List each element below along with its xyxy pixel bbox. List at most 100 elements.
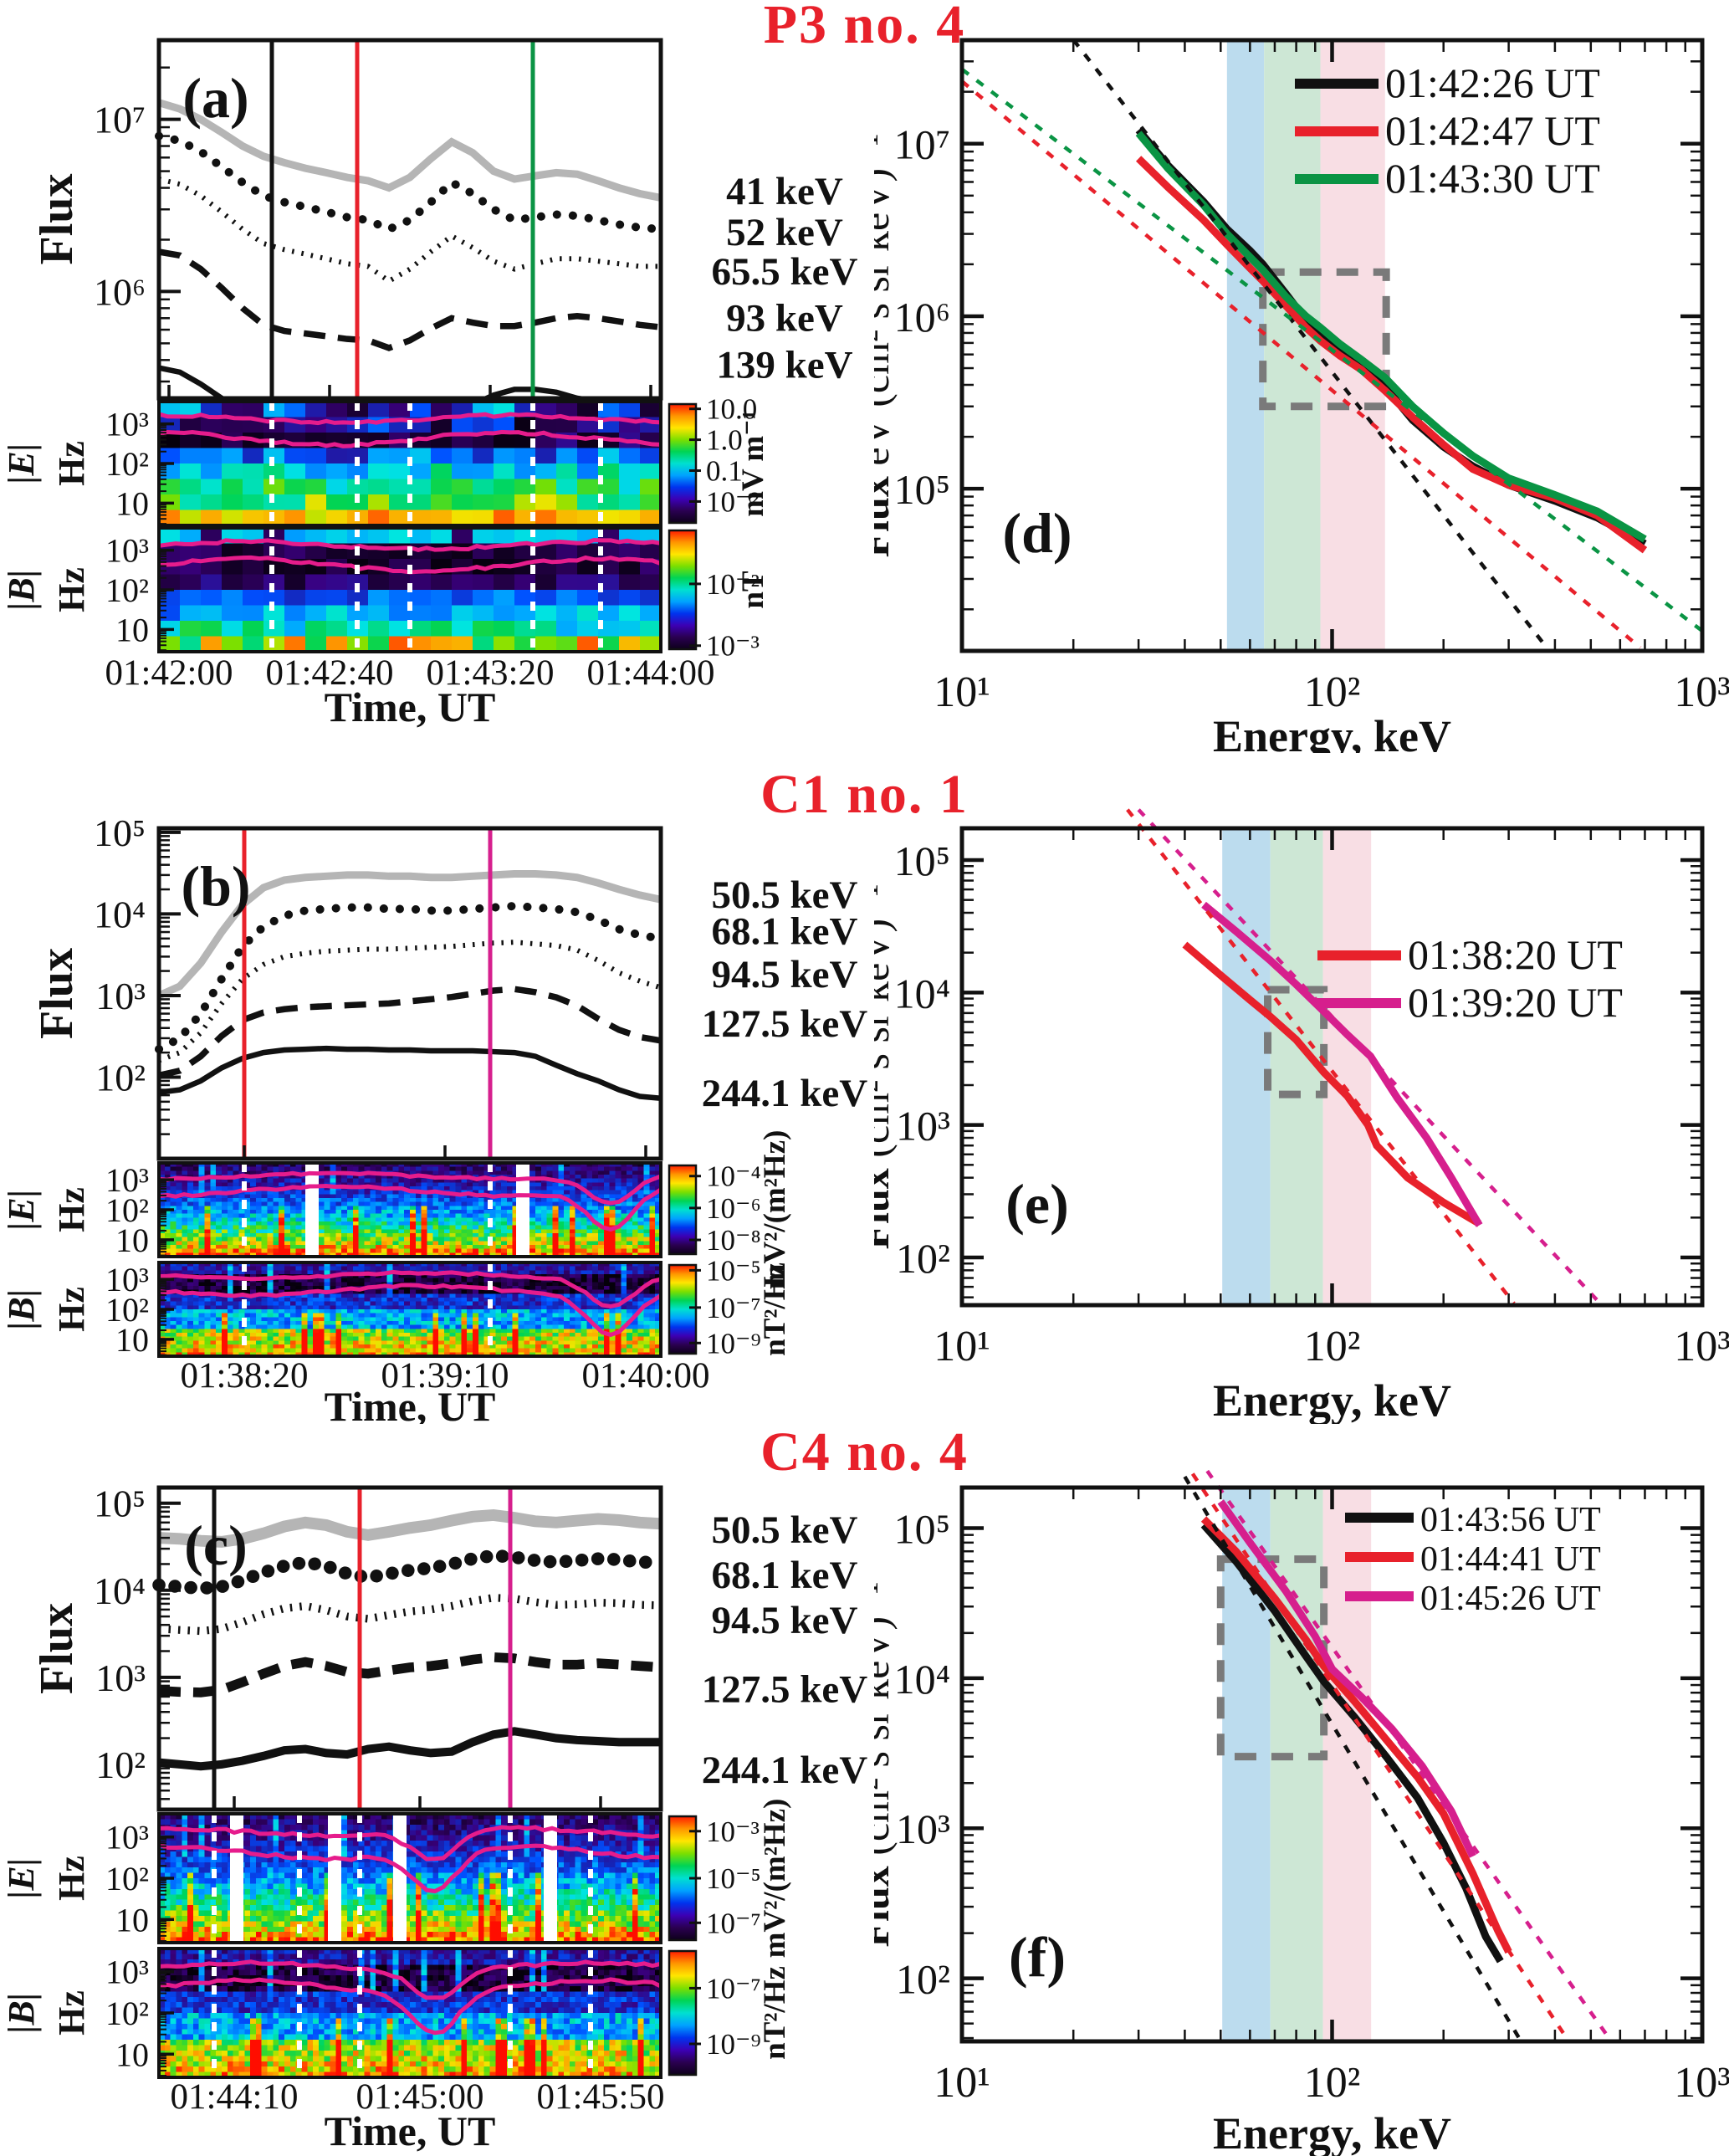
flux-series-52keV — [155, 131, 665, 234]
panel-f-spectrum: 10¹ 10² 10³ 10⁵ 10⁴ 10³ 10² 01:43:56 UT01:44:41… — [874, 1469, 1729, 2156]
spectrogram-cells — [159, 402, 662, 526]
spec-side-label: |B| — [1, 1289, 42, 1330]
spec-side-label: |B| — [1, 1993, 42, 2034]
sp-xtick-10¹: 10¹ — [934, 2059, 990, 2107]
time-tick-01:38:20: 01:38:20 — [181, 1356, 309, 1396]
channel-label-127.5keV: 127.5 keV — [702, 1668, 868, 1712]
channel-label-50.5keV: 50.5 keV — [712, 1508, 858, 1552]
spec-ytick-10³: 10³ — [105, 1819, 149, 1856]
energy-axis-label: Energy, keV — [1213, 711, 1451, 753]
colorbar-tick-0.1: 0.1 — [706, 455, 743, 488]
colorbar-tick-10⁻⁵: 10⁻⁵ — [706, 1254, 761, 1287]
spectrum-curve-fit-red — [1190, 1472, 1568, 2040]
spec-ytick-10: 10 — [115, 1221, 149, 1259]
channel-label-139keV: 139 keV — [716, 343, 852, 387]
spectrum-curve-fit-magenta — [1137, 808, 1602, 1305]
spectrum-curve-solid-0144:41 — [1200, 1516, 1512, 1954]
channel-label-244.1keV: 244.1 keV — [702, 1749, 868, 1792]
spectrum-curve-solid-0139:20 — [1201, 901, 1483, 1227]
colorbar-unit: mV m⁻¹ — [736, 410, 770, 517]
flux-ytick-10⁵: 10⁵ — [94, 1483, 146, 1525]
flux-ytick-10⁵: 10⁵ — [94, 812, 146, 854]
sp-xtick-10²: 10² — [1304, 1323, 1361, 1370]
energy-axis-label: Energy, keV — [1213, 2108, 1451, 2156]
flux-series-65.5keV — [158, 177, 661, 284]
flux-ytick-10⁴: 10⁴ — [94, 1570, 146, 1612]
colorbar-tick-10⁻⁷: 10⁻⁷ — [706, 1972, 761, 2005]
data-gap — [328, 1814, 341, 1943]
spec-ytick-10²: 10² — [105, 1860, 149, 1897]
spec-ytick-10³: 10³ — [105, 406, 149, 443]
channel-label-94.5keV: 94.5 keV — [712, 953, 858, 996]
spectrogram-cells — [159, 1163, 662, 1257]
flux-series-68.1keV — [152, 1549, 668, 1595]
spectrum-curve-solid-0143:30 — [1135, 131, 1647, 543]
colorbar-unit: nT²/Hz — [758, 1966, 792, 2060]
data-gap — [305, 1163, 319, 1257]
sp-ytick-10⁵: 10⁵ — [894, 837, 950, 884]
energy-band — [1226, 40, 1265, 651]
time-tick-01:39:10: 01:39:10 — [381, 1356, 509, 1396]
colorbar-tick-10⁻²: 10⁻² — [706, 485, 760, 518]
spec-side-unit: Hz — [51, 441, 92, 486]
sp-ytick-10⁶: 10⁶ — [894, 294, 950, 341]
event-title-2: C1 no. 1 — [760, 764, 969, 825]
sp-ytick-10²: 10² — [896, 1235, 950, 1282]
sp-xtick-10³: 10³ — [1674, 1323, 1729, 1370]
time-tick-01:42:00: 01:42:00 — [105, 653, 233, 693]
spec-side-unit: Hz — [51, 567, 92, 612]
fce-overlay-line — [158, 1959, 662, 2000]
spec-side-label: |E| — [1, 1190, 42, 1231]
spectrum-curve-fit-red — [1126, 808, 1516, 1305]
channel-label-244.1keV: 244.1 keV — [702, 1072, 868, 1115]
panel-letter: (d) — [1002, 501, 1072, 565]
flux-series-94.5keV — [157, 940, 662, 1063]
flux-plot-frame — [156, 826, 663, 1161]
fce-overlay-line — [158, 1170, 662, 1206]
energy-axis-label: Energy, keV — [1213, 1375, 1451, 1424]
colorbar-unit: mV²/(m²Hz) — [758, 1799, 792, 1959]
fce-overlay-line — [158, 1825, 662, 1862]
dashed-selection-box — [1264, 986, 1328, 1098]
spec-ytick-10: 10 — [115, 611, 149, 648]
colorbar-unit: nT²/Hz — [758, 1262, 792, 1356]
colorbar — [668, 1263, 698, 1355]
spec-side-label: |E| — [1, 1858, 42, 1899]
flux-plot-frame — [156, 1485, 663, 1812]
spec-ytick-10²: 10² — [105, 1191, 149, 1229]
channel-label-127.5keV: 127.5 keV — [702, 1002, 868, 1046]
spec-ytick-10³: 10³ — [105, 532, 149, 570]
flux-ytick-10²: 10² — [95, 1744, 146, 1786]
fce-overlay-line — [158, 1269, 662, 1309]
spectrum-ylabel: Flux (cm² s sr keV)⁻¹ — [874, 884, 898, 1250]
sp-ytick-10⁴: 10⁴ — [894, 1656, 950, 1703]
spec-ytick-10: 10 — [115, 484, 149, 522]
sp-xtick-10²: 10² — [1304, 668, 1361, 716]
panel-letter: (e) — [1005, 1172, 1068, 1236]
time-tick-01:44:10: 01:44:10 — [171, 2077, 299, 2117]
spectrum-curve-solid-0143:56 — [1200, 1522, 1504, 1964]
channel-label-52keV: 52 keV — [726, 211, 843, 254]
panel-e-spectrum: 10¹ 10² 10³ 10⁵ 10⁴ 10³ 10² 01:38:20 UT01:39:20… — [874, 808, 1729, 1424]
channel-label-50.5keV: 50.5 keV — [712, 873, 858, 917]
panel-letter: (a) — [182, 66, 248, 130]
energy-spectrum-panel: 10¹ 10² 10³ 10⁵ 10⁴ 10³ 10² 01:43:56 UT01:44:41… — [874, 1469, 1729, 2156]
flux-ytick-10³: 10³ — [95, 1657, 146, 1699]
colorbar — [668, 402, 698, 525]
flux-series-50.5keV — [158, 1508, 662, 1548]
data-gap — [544, 1814, 557, 1943]
legend-label-01:42:47 UT: 01:42:47 UT — [1385, 107, 1600, 154]
spectrum-ylabel: Flux (cm² s sr keV)⁻¹ — [874, 1582, 898, 1948]
sp-xtick-10²: 10² — [1304, 2059, 1361, 2107]
legend-label-01:45:26 UT: 01:45:26 UT — [1420, 1580, 1601, 1618]
energy-spectrum-panel: 10¹ 10² 10³ 10⁵ 10⁴ 10³ 10² 01:38:20 UT01:39:20… — [874, 808, 1729, 1424]
